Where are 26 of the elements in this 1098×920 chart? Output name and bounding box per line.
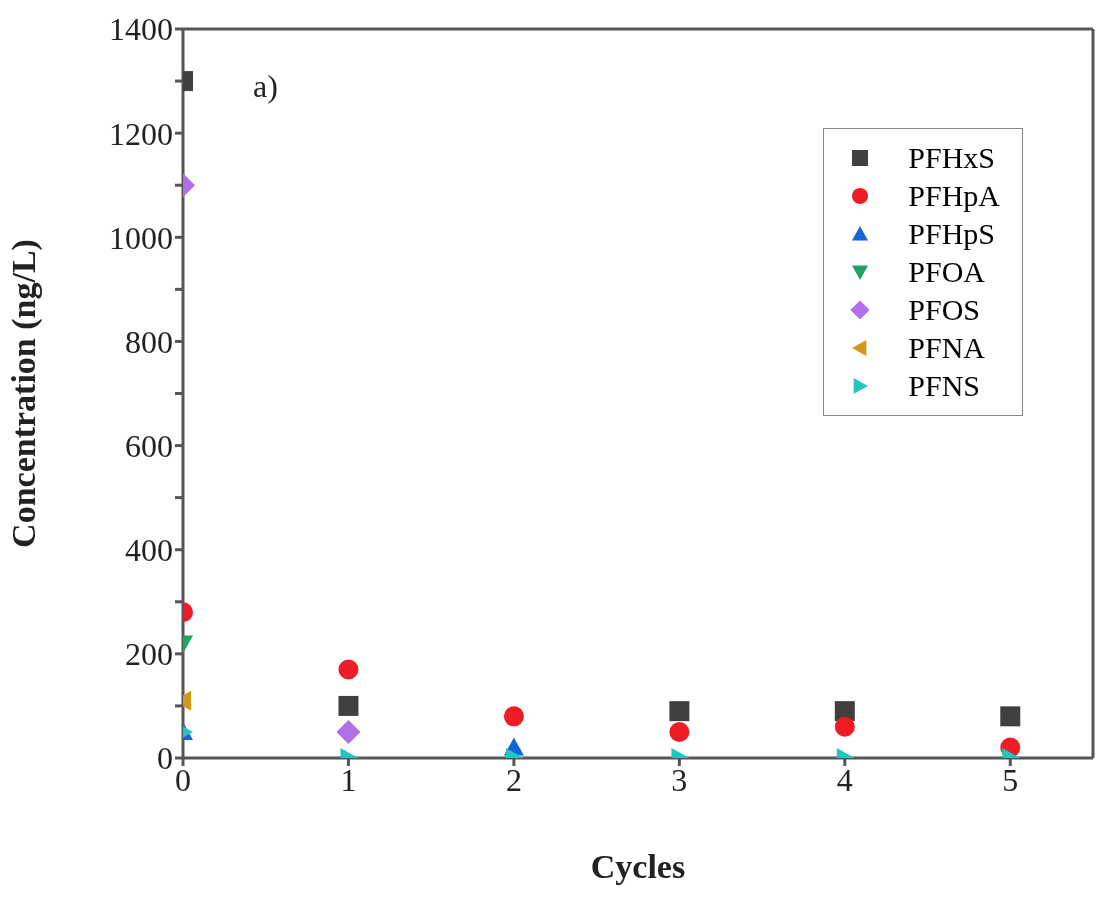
legend-label: PFOA xyxy=(908,255,985,289)
legend-label: PFHpS xyxy=(908,217,996,251)
point xyxy=(669,721,690,742)
x-tick-label: 3 xyxy=(671,761,688,798)
y-tick-label: 400 xyxy=(125,532,173,569)
x-axis-title: Cycles xyxy=(590,848,686,885)
legend-label: PFOS xyxy=(908,293,981,327)
y-tick-label: 200 xyxy=(125,636,173,673)
x-tick-label: 1 xyxy=(340,761,357,798)
legend-label: PFHxS xyxy=(908,141,996,175)
legend-label: PFNA xyxy=(908,331,985,365)
legend-label: PFHpA xyxy=(908,179,1000,213)
y-tick-label: 800 xyxy=(125,323,173,360)
x-tick-label: 4 xyxy=(836,761,853,798)
point xyxy=(669,701,690,722)
y-tick-label: 1400 xyxy=(109,11,173,48)
point xyxy=(834,716,855,737)
x-tick-label: 5 xyxy=(1002,761,1019,798)
y-tick-label: 1000 xyxy=(109,219,173,256)
annotation: a) xyxy=(253,68,278,105)
y-axis-title: Concentration (ng/L) xyxy=(5,239,44,548)
point xyxy=(1000,706,1021,727)
x-tick-label: 2 xyxy=(505,761,522,798)
legend-label: PFNS xyxy=(908,369,981,403)
y-tick-label: 600 xyxy=(125,427,173,464)
y-tick-label: 1200 xyxy=(109,115,173,152)
